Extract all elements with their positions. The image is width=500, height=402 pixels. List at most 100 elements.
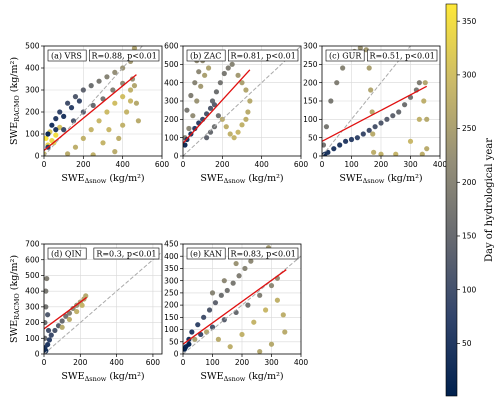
- scatter-point: [65, 151, 71, 156]
- scatter-point: [106, 127, 112, 133]
- regression-line-a: [44, 74, 137, 152]
- x-axis-label-c: SWEΔsnow (kg/m²): [339, 173, 422, 185]
- scatter-point: [52, 327, 58, 334]
- y-axis-label-a: SWERACMO (kg/m²): [9, 57, 21, 145]
- scatter-point: [424, 146, 430, 152]
- scatter-point: [248, 258, 254, 264]
- y-tick-label: 600: [164, 42, 179, 51]
- scatter-point: [402, 102, 408, 108]
- x-tick-label: 0: [320, 160, 325, 169]
- x-tick-label: 400: [255, 160, 270, 169]
- y-tick-label: 300: [25, 86, 40, 95]
- scatter-point: [57, 109, 63, 115]
- scatter-point: [384, 116, 390, 122]
- panel-b: 0 200 400 600 0 100 200 300 400 500 600 (b) ZAC R=0.…: [164, 42, 308, 185]
- scatter-point: [112, 69, 118, 75]
- scatter-point: [235, 129, 241, 135]
- scatter-point: [48, 332, 54, 338]
- y-tick-label: 100: [164, 133, 179, 142]
- scatter-point: [194, 98, 200, 104]
- scatter-point: [53, 127, 59, 133]
- scatter-point: [59, 318, 65, 324]
- scatter-point: [76, 98, 82, 104]
- scatter-point: [227, 131, 233, 137]
- y-tick-label: 300: [164, 97, 179, 106]
- scatter-point: [235, 72, 241, 78]
- y-tick-label: 200: [303, 78, 318, 87]
- scatter-point: [190, 113, 196, 119]
- panel-e: 0 100 200 300 400 0 50 100 150 200 250 300 350 400 450…: [164, 240, 309, 383]
- scatter-point: [239, 331, 245, 338]
- colorbar-tick-label: 100: [462, 285, 477, 294]
- scatter-point: [243, 116, 249, 122]
- scatter-point: [257, 292, 263, 298]
- scatter-point: [247, 98, 253, 104]
- scatter-point: [378, 151, 384, 156]
- y-tick-label: 150: [303, 97, 318, 106]
- scatter-point: [334, 80, 340, 86]
- scatter-point: [192, 80, 198, 86]
- scatter-point: [96, 78, 102, 84]
- colorbar-tick-label: 350: [462, 17, 477, 26]
- panel-c: 0 100 200 300 400 0 50 100 150 200 250 300 (c) GUR R=…: [303, 42, 448, 185]
- scatter-point: [218, 292, 224, 298]
- scatter-point: [242, 265, 248, 272]
- scatter-point: [196, 69, 202, 75]
- scatter-point: [343, 138, 349, 144]
- y-tick-label: 150: [164, 313, 179, 322]
- svg-text:R=0.51, p<0.01: R=0.51, p<0.01: [370, 52, 435, 61]
- scatter-point: [112, 100, 118, 106]
- scatter-point: [348, 136, 355, 143]
- scatter-point: [209, 324, 216, 330]
- y-tick-label: 400: [164, 252, 179, 261]
- y-tick-label: 500: [164, 60, 179, 69]
- scatter-point: [202, 72, 208, 78]
- scatter-point: [65, 100, 71, 106]
- scatter-point: [323, 124, 330, 130]
- scatter-point: [280, 312, 286, 318]
- scatter-point: [231, 135, 237, 141]
- scatter-point: [243, 87, 249, 93]
- x-tick-label: 600: [294, 160, 309, 169]
- y-tick-label: 300: [164, 276, 179, 285]
- scatter-point: [201, 314, 207, 320]
- scatter-point: [371, 149, 377, 155]
- scatter-point: [80, 135, 86, 141]
- panel-d: 0 200 400 600 0 100 200 300 400 500 600 700 (d) QIN R…: [9, 240, 163, 383]
- x-tick-label: 400: [109, 358, 124, 367]
- x-tick-label: 400: [433, 160, 448, 169]
- axes-frame-a: [43, 45, 163, 157]
- scatter-point: [188, 92, 194, 99]
- scatter-point: [120, 94, 126, 100]
- scatter-point: [328, 98, 334, 104]
- scatter-point: [370, 131, 376, 137]
- correlation-label-c: R=0.51, p<0.01: [366, 49, 438, 62]
- scatter-point: [322, 142, 327, 148]
- scatter-point: [221, 278, 227, 284]
- scatter-point: [104, 74, 110, 80]
- scatter-point: [131, 83, 138, 89]
- svg-text:(d) QIN: (d) QIN: [51, 250, 82, 259]
- scatter-point: [360, 131, 366, 137]
- x-tick-label: 400: [116, 160, 131, 169]
- x-tick-label: 400: [294, 358, 309, 367]
- scatter-point: [198, 83, 204, 89]
- scatter-point: [46, 337, 53, 343]
- y-tick-label: 300: [303, 42, 318, 51]
- scatter-point: [90, 152, 96, 156]
- scatter-point: [340, 65, 346, 71]
- correlation-label-d: R=0.3, p<0.01: [93, 247, 160, 260]
- scatter-point: [268, 341, 275, 347]
- scatter-point: [368, 87, 374, 93]
- y-tick-label: 700: [25, 240, 40, 249]
- scatter-point: [90, 102, 96, 108]
- scatter-point: [236, 273, 242, 279]
- scatter-point: [211, 102, 218, 108]
- y-tick-label: 300: [25, 302, 40, 311]
- scatter-point: [393, 151, 399, 156]
- scatter-point: [104, 109, 110, 115]
- scatter-point: [112, 149, 118, 155]
- scatter-point: [407, 138, 414, 144]
- y-tick-label: 50: [308, 133, 318, 142]
- scatter-point: [419, 151, 425, 156]
